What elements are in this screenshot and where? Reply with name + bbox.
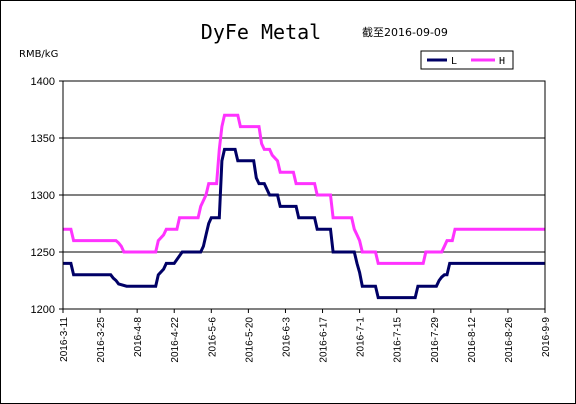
legend-label-l: L — [451, 56, 457, 67]
y-tick-label: 1300 — [31, 190, 55, 202]
x-tick-label: 2016-4-8 — [133, 317, 144, 357]
y-tick-label: 1200 — [31, 304, 55, 316]
x-tick-label: 2016-7-29 — [430, 317, 441, 363]
x-tick-label: 2016-7-1 — [356, 317, 367, 357]
y-axis-unit: RMB/kG — [19, 49, 58, 60]
y-tick-label: 1400 — [31, 76, 55, 88]
x-tick-label: 2016-6-17 — [319, 317, 330, 363]
x-tick-label: 2016-5-20 — [244, 317, 255, 363]
chart-title: DyFe Metal — [201, 20, 321, 44]
y-axis: 1200 1250 1300 1350 1400 — [31, 76, 63, 316]
series-layer — [63, 113, 545, 300]
x-tick-label: 2016-4-22 — [170, 317, 181, 363]
x-tick-label: 2016-8-12 — [467, 317, 478, 363]
x-tick-label: 2016-8-26 — [504, 317, 515, 363]
x-tick-label: 2016-9-9 — [541, 317, 552, 357]
legend: L H — [420, 50, 514, 70]
x-tick-label: 2016-6-3 — [281, 317, 292, 357]
series-line-l — [63, 147, 545, 300]
y-tick-label: 1250 — [31, 247, 55, 259]
x-tick-label: 2016-5-6 — [207, 317, 218, 357]
x-tick-label: 2016-7-15 — [393, 317, 404, 363]
series-line-h — [63, 113, 545, 265]
x-tick-label: 2016-3-25 — [96, 317, 107, 363]
x-tick-label: 2016-3-11 — [59, 317, 70, 362]
chart-subtitle: 截至2016-09-09 — [362, 25, 448, 39]
y-tick-label: 1350 — [31, 133, 55, 145]
legend-label-h: H — [499, 56, 505, 67]
x-axis: 2016-3-11 2016-3-25 2016-4-8 2016-4-22 2016-… — [59, 309, 552, 363]
legend-box — [420, 50, 514, 70]
